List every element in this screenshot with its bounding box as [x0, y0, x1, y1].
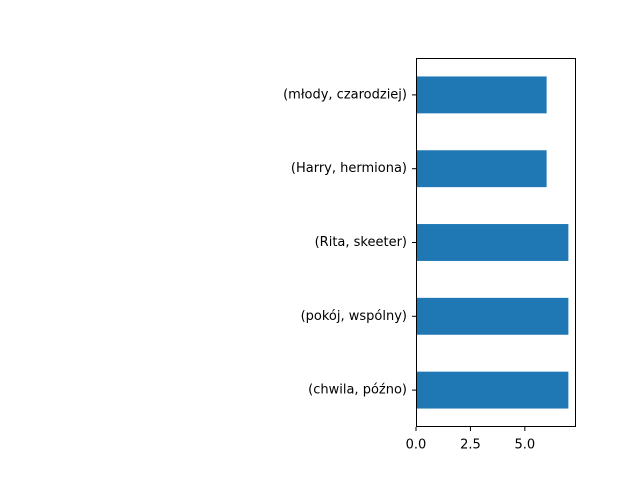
y-tick-label: (Rita, skeeter): [315, 235, 407, 250]
y-tick-label: (chwila, późno): [308, 383, 407, 398]
bar: [416, 76, 547, 114]
x-tick-label: 0.0: [406, 438, 427, 453]
x-tick-label: 2.5: [460, 438, 481, 453]
y-axis-ticks: (młody, czarodziej) (Harry, hermiona) (Rit…: [283, 87, 416, 398]
x-axis-ticks: 0.0 2.5 5.0: [406, 427, 535, 453]
bar: [416, 371, 569, 409]
bar: [416, 297, 569, 335]
y-tick-label: (Harry, hermiona): [291, 161, 407, 176]
axes-frame: [416, 58, 576, 427]
y-tick-label: (młody, czarodziej): [283, 87, 407, 102]
y-tick-label: (pokój, wspólny): [301, 309, 407, 324]
bars-group: [416, 76, 569, 409]
bar: [416, 150, 547, 188]
bar: [416, 224, 569, 261]
x-tick-label: 5.0: [514, 438, 535, 453]
